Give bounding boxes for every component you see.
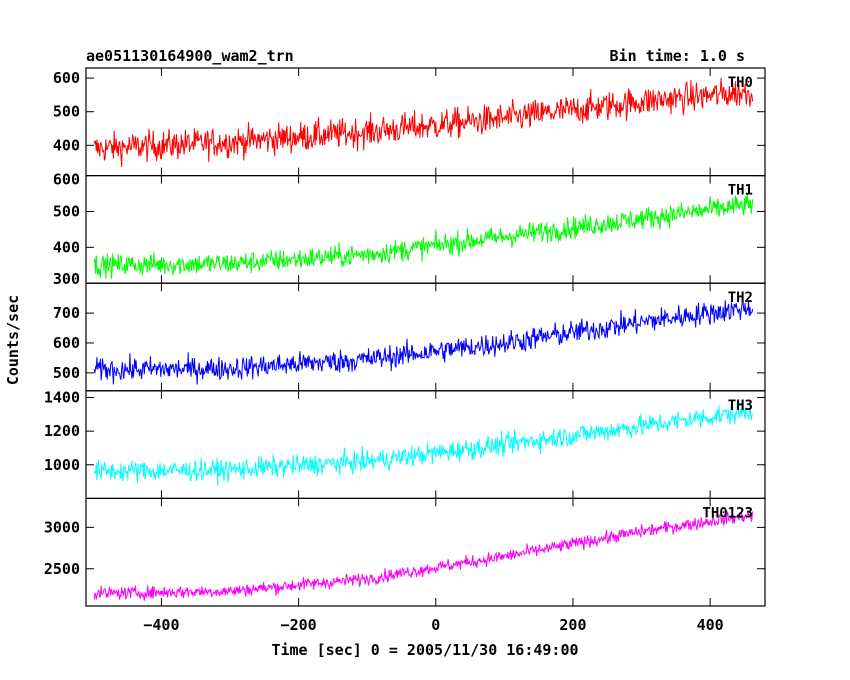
y-tick-label: 1000 xyxy=(44,456,80,474)
y-tick-label: 600 xyxy=(53,69,80,87)
x-tick-label: −200 xyxy=(281,616,317,634)
y-tick-label: 600 xyxy=(53,334,80,352)
series-line-th2 xyxy=(93,299,754,385)
x-tick-label: −400 xyxy=(143,616,179,634)
panel-th0: 400 500 600 TH0 xyxy=(53,67,766,177)
panel-frame xyxy=(85,67,766,177)
y-tick-label: 500 xyxy=(53,202,80,220)
y-tick-label: 1400 xyxy=(44,389,80,407)
panels-group: 400 500 600 TH0 300 400 500 600 TH1 500 600 700 TH2 1… xyxy=(44,67,766,607)
panel-label-th3: TH3 xyxy=(728,398,753,414)
y-tick-label: 500 xyxy=(53,364,80,382)
panel-label-th1: TH1 xyxy=(728,183,753,199)
series-line-th0123 xyxy=(93,510,754,601)
bin-time-label: Bin time: 1.0 s xyxy=(610,47,745,65)
panel-frame xyxy=(85,497,766,607)
y-tick-label: 400 xyxy=(53,238,80,256)
y-tick-label: 600 xyxy=(53,171,80,189)
y-tick-label: 3000 xyxy=(44,518,80,536)
y-tick-label: 500 xyxy=(53,103,80,121)
x-tick-label: 200 xyxy=(559,616,586,634)
series-line-th3 xyxy=(93,401,754,486)
panel-th1: 300 400 500 600 TH1 xyxy=(53,171,766,288)
y-tick-label: 300 xyxy=(53,270,80,288)
y-tick-label: 400 xyxy=(53,136,80,154)
y-tick-label: 2500 xyxy=(44,560,80,578)
y-tick-label: 1200 xyxy=(44,422,80,440)
y-axis-label: Counts/sec xyxy=(4,295,22,385)
panel-th2: 500 600 700 TH2 xyxy=(53,282,766,392)
series-line-th1 xyxy=(93,194,754,279)
panel-th0123: 2500 3000 TH0123 xyxy=(44,497,766,607)
chart-title: ae051130164900_wam2_trn xyxy=(86,47,294,65)
panel-label-th0123: TH0123 xyxy=(702,505,753,521)
panel-label-th2: TH2 xyxy=(728,290,753,306)
x-axis: −400 −200 0 200 400 xyxy=(143,616,723,634)
panel-frame xyxy=(85,282,766,392)
x-axis-label: Time [sec] 0 = 2005/11/30 16:49:00 xyxy=(271,641,578,659)
series-line-th0 xyxy=(93,77,754,168)
y-tick-label: 700 xyxy=(53,304,80,322)
x-tick-label: 0 xyxy=(431,616,440,634)
panel-th3: 1000 1200 1400 TH3 xyxy=(44,389,766,499)
panel-label-th0: TH0 xyxy=(728,75,753,91)
x-tick-label: 400 xyxy=(697,616,724,634)
panel-frame xyxy=(85,390,766,499)
